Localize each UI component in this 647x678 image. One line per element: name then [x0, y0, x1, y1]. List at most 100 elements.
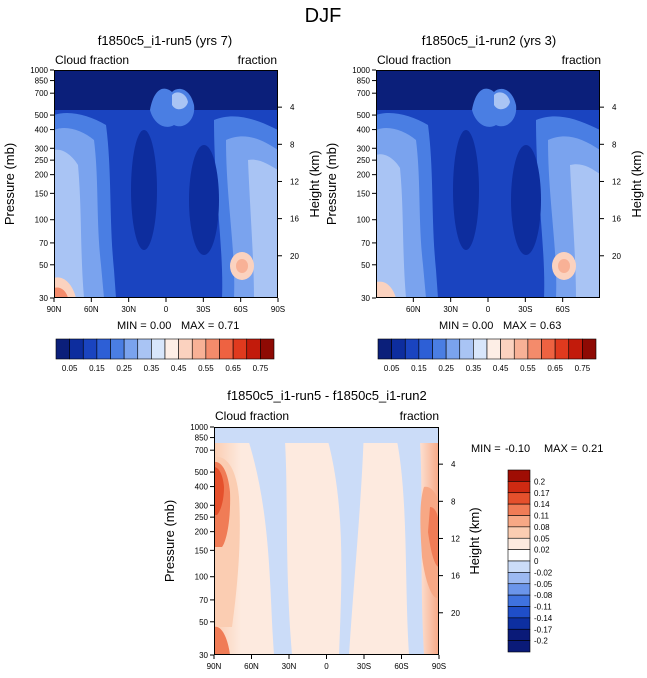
- panel-2-colorbar: 0.05 0.15 0.25 0.35 0.45 0.55 0.65 0.75: [377, 338, 597, 373]
- ytick-label: 30: [39, 294, 48, 303]
- panel-1-right-label: fraction: [238, 53, 277, 67]
- ytick-label: 50: [39, 261, 48, 270]
- panel-3-neg-band-b: [324, 427, 364, 655]
- panel-3-left-label: Cloud fraction: [215, 409, 289, 423]
- xtick-label: 0: [164, 305, 169, 314]
- colorbar-label: 0.2: [534, 477, 546, 486]
- ytick-label: 700: [35, 89, 49, 98]
- colorbar-cell: [507, 606, 531, 619]
- panel-2-max-value: 0.63: [540, 320, 561, 332]
- panel-2-xticks: 60N 30N 0 30S 60S: [406, 298, 570, 314]
- colorbar-cell: [507, 549, 531, 562]
- ytick-label: 50: [361, 261, 370, 270]
- panel-1-colorbar: 0.05 0.15 0.25 0.35 0.45 0.55 0.65 0.75: [55, 338, 275, 373]
- panel-3-plot: [214, 427, 439, 655]
- xtick-label: 60S: [556, 305, 570, 314]
- colorbar-cell: [507, 640, 531, 653]
- colorbar-label: 0.45: [171, 364, 187, 373]
- panel-2-yticks: 1000 850 700 500 400 300 250 200 150 100 70 50 30: [352, 66, 376, 303]
- colorbar-label: -0.17: [534, 625, 553, 634]
- colorbar-cell: [445, 338, 461, 360]
- colorbar-cell: [232, 338, 248, 360]
- ytick-label: 500: [357, 111, 371, 120]
- y2tick-label: 16: [451, 572, 460, 581]
- colorbar-cell: [582, 338, 597, 360]
- panel-1-left-label: Cloud fraction: [55, 53, 129, 67]
- panel-2-right-label: fraction: [562, 53, 601, 67]
- panel-1: f1850c5_i1-run5 (yrs 7) Cloud fraction f…: [2, 33, 322, 373]
- panel-3-sh-pos-core: [428, 507, 439, 567]
- panel-2-title: f1850c5_i1-run2 (yrs 3): [422, 33, 556, 48]
- colorbar-cell: [418, 338, 433, 360]
- panel-1-sh-lowcloud-core: [236, 259, 248, 273]
- panel-2-plot: [376, 70, 600, 298]
- colorbar-label: 0.05: [534, 534, 550, 543]
- xtick-label: 30N: [121, 305, 136, 314]
- panel-3-yticks: 1000 850 700 500 400 300 250 200 150 100 70 50 30: [190, 423, 214, 660]
- panel-1-dry-nh: [131, 130, 157, 250]
- xtick-label: 90S: [432, 662, 446, 671]
- panel-3-max-label: MAX =: [544, 443, 577, 455]
- panel-1-tropical-core: [172, 92, 188, 110]
- colorbar-label: 0.11: [534, 512, 550, 521]
- colorbar-label: 0.25: [438, 364, 454, 373]
- panel-1-min-value: 0.00: [150, 320, 171, 332]
- colorbar-label: -0.05: [534, 580, 553, 589]
- panel-2-max-label: MAX =: [503, 320, 536, 332]
- ytick-label: 700: [357, 89, 371, 98]
- ytick-label: 30: [199, 651, 208, 660]
- colorbar-label: 0.15: [89, 364, 105, 373]
- xtick-label: 30S: [357, 662, 371, 671]
- colorbar-label: 0.02: [534, 546, 550, 555]
- ytick-label: 70: [361, 239, 370, 248]
- panel-1-title: f1850c5_i1-run5 (yrs 7): [98, 33, 232, 48]
- panel-1-nh-cloud-core: [54, 149, 84, 298]
- colorbar-label: 0.05: [62, 364, 78, 373]
- ytick-label: 50: [199, 618, 208, 627]
- panel-1-min-label: MIN =: [117, 320, 147, 332]
- xtick-label: 30S: [196, 305, 210, 314]
- panel-2-tropical-core: [494, 92, 510, 110]
- panel-1-tropical-tower: [150, 88, 195, 127]
- ytick-label: 70: [199, 596, 208, 605]
- colorbar-cell: [507, 481, 531, 494]
- colorbar-cell: [391, 338, 406, 360]
- ytick-label: 500: [35, 111, 49, 120]
- xtick-label: 30N: [443, 305, 458, 314]
- figure-title: DJF: [305, 5, 342, 27]
- colorbar-cell: [507, 515, 531, 528]
- colorbar-cell: [507, 572, 531, 585]
- panel-2-dry-nh: [453, 130, 479, 250]
- ytick-label: 400: [35, 126, 49, 135]
- panel-3-neg-band-c: [394, 427, 424, 655]
- colorbar-cell: [377, 338, 392, 360]
- colorbar-cell: [191, 338, 207, 360]
- colorbar-cell: [69, 338, 84, 360]
- colorbar-cell: [260, 338, 275, 360]
- ytick-label: 300: [357, 144, 371, 153]
- ytick-label: 300: [35, 144, 49, 153]
- panel-2: f1850c5_i1-run2 (yrs 3) Cloud fraction f…: [324, 33, 644, 373]
- panel-2-min-label: MIN =: [439, 320, 469, 332]
- colorbar-label: 0.08: [534, 523, 550, 532]
- colorbar-label: 0.14: [534, 500, 550, 509]
- panel-2-left-label: Cloud fraction: [377, 53, 451, 67]
- panel-2-y2ticks: 4 8 12 16 20: [600, 103, 621, 261]
- colorbar-label: 0.55: [198, 364, 214, 373]
- y2tick-label: 20: [451, 609, 460, 618]
- y2tick-label: 20: [612, 252, 621, 261]
- panel-2-frame: [376, 70, 600, 298]
- panel-2-nh-lowcloud: [376, 281, 396, 298]
- panel-2-dry-sh: [511, 145, 541, 255]
- ytick-label: 250: [35, 156, 49, 165]
- colorbar-cell: [527, 338, 542, 360]
- colorbar-cell: [205, 338, 220, 360]
- xtick-label: 30N: [282, 662, 297, 671]
- colorbar-cell: [82, 338, 98, 360]
- ytick-label: 400: [195, 483, 209, 492]
- colorbar-label: 0.75: [253, 364, 269, 373]
- colorbar-cell: [110, 338, 125, 360]
- colorbar-label: 0.05: [384, 364, 400, 373]
- colorbar-label: 0.35: [466, 364, 482, 373]
- colorbar-cell: [123, 338, 139, 360]
